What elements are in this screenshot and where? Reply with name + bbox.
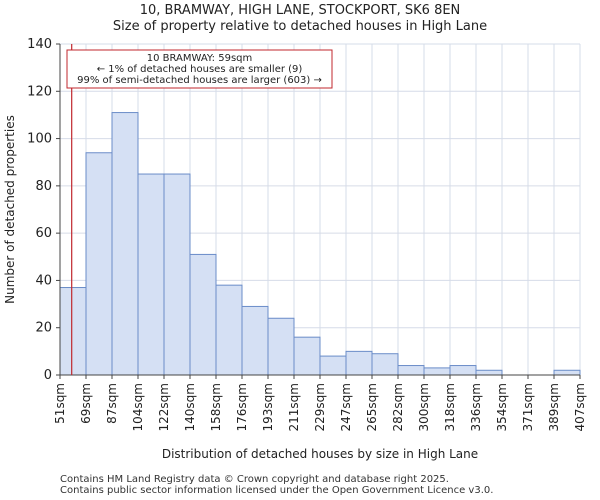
histogram-bar <box>59 287 87 376</box>
x-tick-label: 336sqm <box>469 383 483 431</box>
annotation-box <box>66 49 333 89</box>
x-tick-label: 407sqm <box>573 383 587 431</box>
x-tick-label: 389sqm <box>547 383 561 431</box>
y-tick-label: 80 <box>35 179 52 194</box>
x-tick-label: 300sqm <box>417 383 431 431</box>
histogram-bar <box>267 317 295 376</box>
x-axis-label: Distribution of detached houses by size … <box>162 447 478 461</box>
x-tick-label: 282sqm <box>391 383 405 431</box>
histogram-bar <box>475 369 503 376</box>
y-tick-label: 60 <box>35 226 52 241</box>
y-tick-label: 140 <box>27 37 52 52</box>
y-tick-label: 120 <box>27 84 52 99</box>
x-tick-label: 211sqm <box>287 383 301 431</box>
histogram-bar <box>163 173 191 376</box>
histogram-bar <box>345 350 373 376</box>
histogram-bar <box>111 112 139 376</box>
y-axis-label: Number of detached properties <box>3 115 17 304</box>
histogram-bar <box>319 355 347 376</box>
chart-subtitle: Size of property relative to detached ho… <box>112 19 488 34</box>
x-tick-label: 265sqm <box>365 383 379 431</box>
x-tick-label: 87sqm <box>105 383 119 424</box>
y-tick-label: 0 <box>44 368 52 383</box>
annotation-line: 10 BRAMWAY: 59sqm <box>147 53 253 64</box>
y-tick-label: 40 <box>35 273 52 288</box>
x-tick-label: 229sqm <box>313 383 327 431</box>
footer-line-1: Contains HM Land Registry data © Crown c… <box>60 474 449 485</box>
y-tick-label: 20 <box>35 321 52 336</box>
x-tick-label: 51sqm <box>53 383 67 424</box>
histogram-bar <box>423 367 451 376</box>
x-tick-label: 193sqm <box>261 383 275 431</box>
histogram-bar <box>85 152 113 376</box>
x-tick-label: 69sqm <box>79 383 93 424</box>
histogram-bar <box>241 305 269 376</box>
x-tick-label: 122sqm <box>157 383 171 431</box>
x-tick-label: 354sqm <box>495 383 509 431</box>
histogram-bar <box>371 353 399 376</box>
histogram-bar <box>553 369 581 376</box>
x-tick-label: 318sqm <box>443 383 457 431</box>
histogram-bar <box>449 365 477 376</box>
histogram-bar <box>215 284 243 376</box>
x-tick-label: 104sqm <box>131 383 145 431</box>
footer-line-2: Contains public sector information licen… <box>60 485 494 496</box>
histogram-bar <box>137 173 165 376</box>
y-tick-label: 100 <box>27 132 52 147</box>
x-tick-label: 247sqm <box>339 383 353 431</box>
histogram-bar <box>189 253 217 376</box>
annotation-line: 99% of semi-detached houses are larger (… <box>77 75 322 86</box>
x-tick-label: 158sqm <box>209 383 223 431</box>
x-tick-label: 140sqm <box>183 383 197 431</box>
x-tick-label: 371sqm <box>521 383 535 431</box>
x-tick-label: 176sqm <box>235 383 249 431</box>
histogram-bar <box>397 365 425 376</box>
histogram-bar <box>293 336 321 376</box>
annotation-line: ← 1% of detached houses are smaller (9) <box>97 64 303 75</box>
chart-title: 10, BRAMWAY, HIGH LANE, STOCKPORT, SK6 8… <box>139 3 461 18</box>
